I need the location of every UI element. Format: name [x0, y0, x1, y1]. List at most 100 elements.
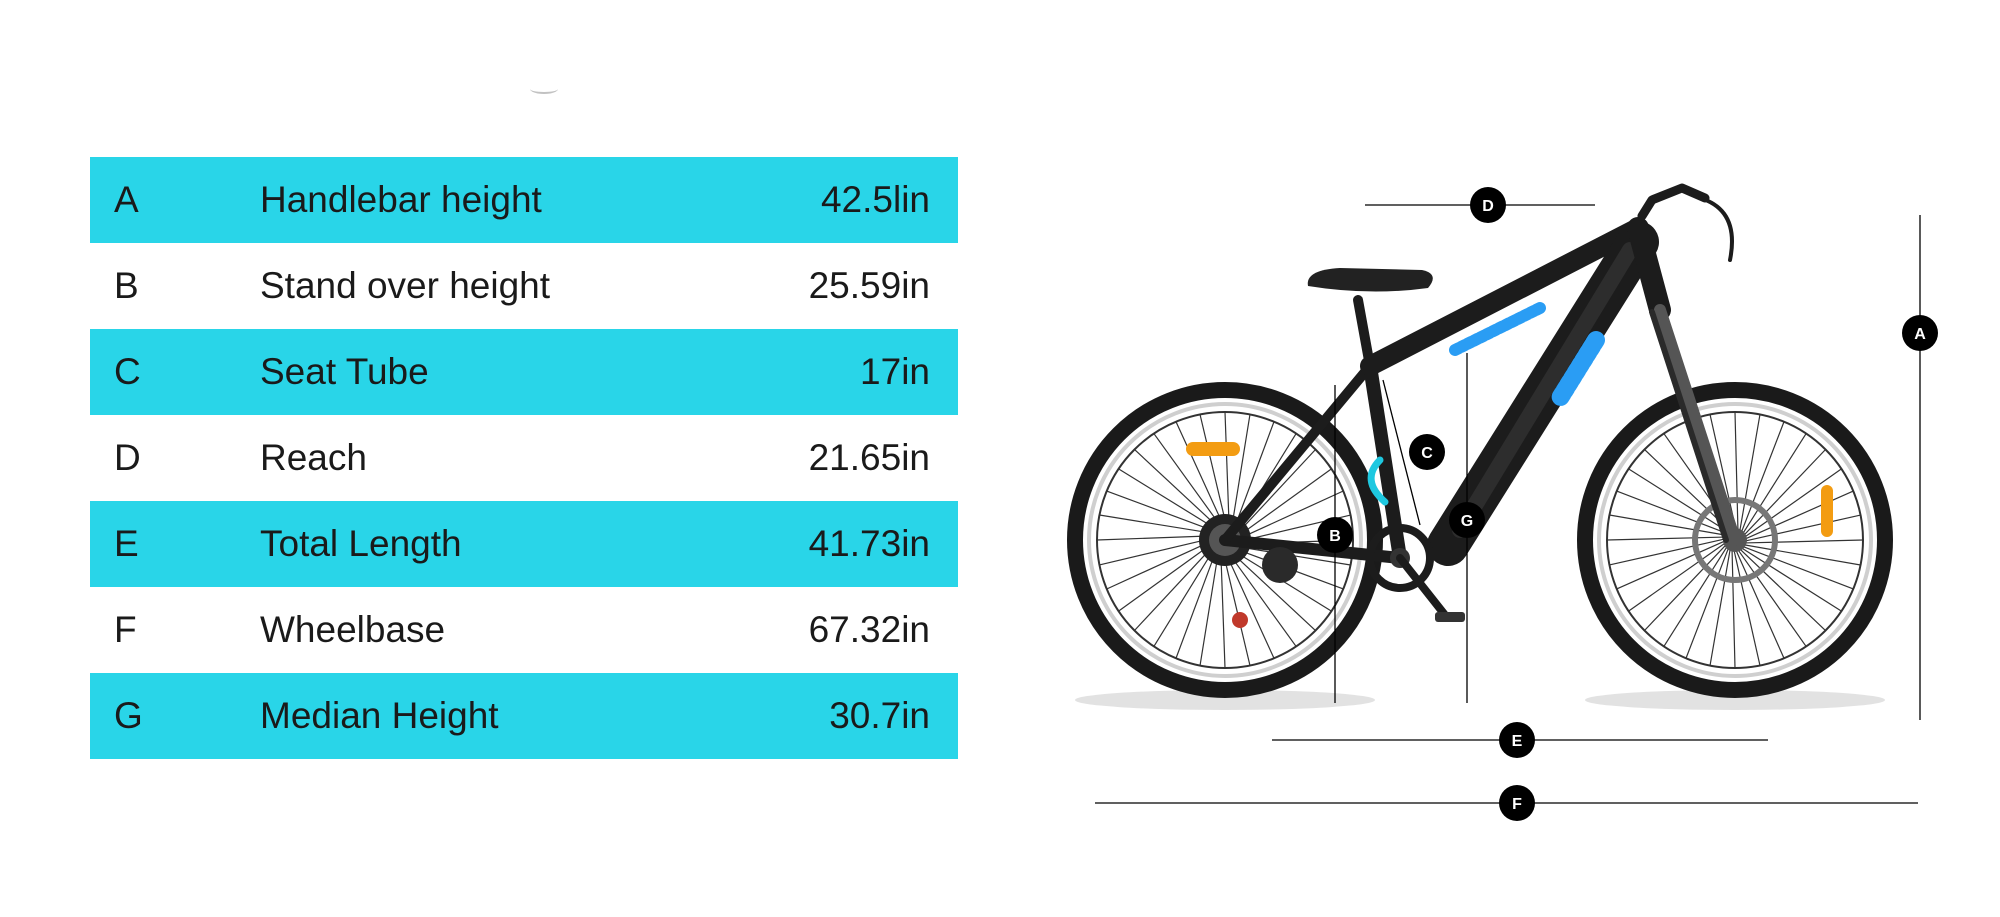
- wheel-spoke: [1685, 547, 1730, 659]
- wheel-spoke: [1099, 514, 1213, 534]
- spec-letter: E: [114, 523, 139, 564]
- wheel-spoke: [1222, 553, 1251, 666]
- wheel-spoke: [1225, 553, 1275, 659]
- marker-e: E: [1499, 722, 1535, 758]
- spec-name: Handlebar height: [260, 179, 542, 220]
- spec-value: 42.5lin: [820, 179, 930, 220]
- wheel-spoke: [1733, 549, 1761, 666]
- wheel-spoke: [1663, 545, 1728, 647]
- wheel-spoke: [1742, 545, 1854, 590]
- marker-g: G: [1449, 502, 1485, 538]
- marker-b: B: [1317, 517, 1353, 553]
- wheel-spoke: [1616, 490, 1728, 535]
- spec-letter: G: [114, 695, 143, 736]
- wheel-spoke: [1220, 553, 1226, 669]
- spec-letter: F: [114, 609, 137, 650]
- wheel-spoke: [1106, 540, 1212, 590]
- spec-table: A Handlebar height 42.5lin B Stand over …: [90, 157, 958, 759]
- bike-diagram: D A C G B E F: [1040, 140, 2000, 880]
- wheel-spoke: [1118, 543, 1212, 612]
- wheel-spoke: [1744, 490, 1854, 540]
- marker-label: E: [1512, 733, 1523, 750]
- wheel-spoke: [1231, 414, 1251, 528]
- wheel-spoke: [1228, 553, 1297, 647]
- marker-a: A: [1902, 315, 1938, 351]
- spec-name: Wheelbase: [260, 609, 446, 650]
- marker-label: G: [1461, 513, 1473, 530]
- wheel-spoke: [1644, 544, 1727, 631]
- spec-value: 25.59in: [808, 265, 930, 306]
- wheel-spoke: [1153, 548, 1215, 647]
- wheel-spoke: [1134, 449, 1219, 529]
- bike-frame-icon: [1219, 183, 1741, 628]
- wheel-spoke: [1616, 540, 1726, 590]
- marker-d: D: [1470, 187, 1506, 223]
- wheel-spoke: [1238, 490, 1344, 540]
- spec-row-a: A Handlebar height 42.5lin: [90, 157, 958, 243]
- wheel-spoke: [1737, 549, 1807, 647]
- spec-row-g: G Median Height 30.7in: [90, 673, 958, 759]
- wheel-spoke: [1175, 421, 1225, 527]
- wheel-spoke: [1744, 539, 1864, 544]
- spec-value: 21.65in: [808, 437, 930, 478]
- wheel-spoke: [1106, 490, 1215, 532]
- wheel-spoke: [1233, 421, 1275, 530]
- spec-row-d: D Reach 21.65in: [90, 415, 958, 501]
- wheel-spoke: [1606, 536, 1726, 541]
- spec-value: 30.7in: [829, 695, 930, 736]
- wheel-spoke: [1744, 514, 1861, 542]
- rear-wheel-icon: [1067, 382, 1383, 698]
- wheel-spoke: [1709, 548, 1731, 666]
- spec-name: Seat Tube: [260, 351, 429, 392]
- wheel-spoke: [1199, 552, 1219, 666]
- wheel-spoke: [1739, 548, 1826, 631]
- bike-diagram-svg: D A C G B E F: [1067, 183, 1938, 821]
- wheel-spoke: [1236, 449, 1316, 534]
- wheel-spoke: [1238, 468, 1332, 537]
- spec-letter: B: [114, 265, 139, 306]
- spec-value: 17in: [860, 351, 930, 392]
- spec-value: 67.32in: [808, 609, 930, 650]
- marker-label: D: [1482, 198, 1494, 215]
- wheel-spoke: [1099, 537, 1212, 566]
- wheel-spoke: [1199, 414, 1228, 527]
- wheel-spoke: [1118, 468, 1217, 530]
- spec-letter: A: [114, 179, 139, 220]
- wheel-spoke: [1731, 549, 1736, 669]
- marker-c: C: [1409, 434, 1445, 470]
- spec-letter: C: [114, 351, 141, 392]
- spec-value: 41.73in: [808, 523, 930, 564]
- wheel-spoke: [1224, 411, 1230, 527]
- wheel-spoke: [1231, 551, 1316, 631]
- spec-letter: D: [114, 437, 141, 478]
- wheel-spoke: [1740, 421, 1785, 533]
- wheel-spoke: [1743, 544, 1861, 566]
- wheel-spoke: [1734, 411, 1739, 531]
- wheel-spoke: [1735, 549, 1785, 659]
- wheel-spoke: [1175, 550, 1217, 659]
- spec-row-f: F Wheelbase 67.32in: [90, 587, 958, 673]
- marker-label: B: [1329, 528, 1341, 545]
- spec-name: Total Length: [260, 523, 462, 564]
- wheel-spoke: [1134, 546, 1214, 631]
- front-wheel-icon: [1577, 382, 1893, 698]
- spec-name: Stand over height: [260, 265, 551, 306]
- spec-row-b: B Stand over height 25.59in: [90, 243, 958, 329]
- spec-name: Reach: [260, 437, 367, 478]
- spec-row-c: C Seat Tube 17in: [90, 329, 958, 415]
- spec-row-e: E Total Length 41.73in: [90, 501, 958, 587]
- marker-label: C: [1421, 445, 1433, 462]
- marker-label: A: [1914, 326, 1926, 343]
- wheel-spoke: [1743, 449, 1826, 536]
- wheel-spoke: [1739, 414, 1761, 532]
- marker-label: F: [1512, 796, 1522, 813]
- wheel-spoke: [1628, 468, 1730, 533]
- wheel-spoke: [1740, 547, 1842, 612]
- wheel-spoke: [1096, 535, 1212, 541]
- wheel-spoke: [1609, 538, 1726, 566]
- wheel-spoke: [1153, 433, 1222, 527]
- wheel-spoke: [1744, 468, 1842, 538]
- decorative-mark: [530, 84, 558, 94]
- spec-name: Median Height: [260, 695, 499, 736]
- wheel-spoke: [1609, 514, 1727, 536]
